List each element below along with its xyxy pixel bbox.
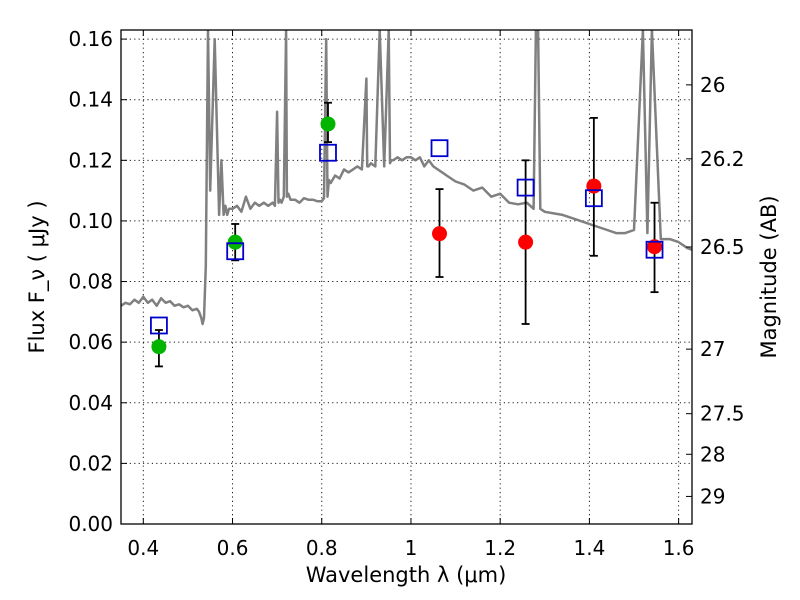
model-square-marker (226, 242, 245, 261)
plot-area (121, 30, 692, 368)
y-tick-label: 0.14 (68, 88, 113, 112)
model-square-marker (584, 189, 603, 208)
red-data-point (432, 226, 448, 242)
model-spectrum-line (121, 30, 692, 326)
x-tick-label: 1.2 (484, 536, 516, 560)
model-square-marker (430, 139, 449, 158)
x-tick-label: 0.8 (306, 536, 338, 560)
model-square-marker (516, 178, 535, 197)
x-tick-label: 1 (405, 536, 418, 560)
y-axis-label: Flux F_ν ( μJy ) (25, 200, 50, 353)
right-tick-label: 26.5 (700, 235, 745, 259)
model-square-marker (150, 316, 168, 335)
x-tick-label: 0.4 (127, 536, 159, 560)
ticks (121, 30, 692, 525)
y-tick-label: 0.06 (68, 330, 113, 354)
right-tick-label: 27.5 (700, 402, 745, 426)
y-tick-label: 0.02 (68, 451, 113, 475)
markers (150, 116, 664, 355)
x-axis-label: Wavelength λ (μm) (306, 563, 507, 587)
right-tick-label: 26.2 (700, 147, 745, 171)
tick-labels: 0.4 0.6 0.8 1 1.2 1.4 1.6 0.00 0.02 0.04 0.06 0.08 0… (68, 27, 744, 560)
model-square-marker (319, 143, 337, 162)
green-data-point (151, 339, 167, 355)
right-tick-label: 29 (700, 484, 725, 508)
green-data-point (227, 234, 243, 250)
right-tick-label: 26 (700, 73, 725, 97)
x-tick-label: 0.6 (217, 536, 249, 560)
x-tick-label: 1.6 (663, 536, 695, 560)
right-axis-label: Magnitude (AB) (757, 195, 781, 358)
green-data-point (320, 116, 336, 132)
y-tick-label: 0.12 (68, 148, 113, 172)
right-tick-label: 27 (700, 337, 725, 361)
plot-frame (120, 29, 693, 525)
y-tick-label: 0.00 (68, 512, 113, 536)
right-tick-label: 28 (700, 442, 725, 466)
red-data-point (518, 234, 534, 250)
y-tick-label: 0.04 (68, 391, 113, 415)
red-data-point (586, 178, 602, 194)
y-tick-label: 0.10 (68, 209, 113, 233)
x-tick-label: 1.4 (573, 536, 605, 560)
red-data-point (647, 239, 663, 255)
y-tick-label: 0.08 (68, 270, 113, 294)
model-square-marker (645, 240, 664, 259)
y-tick-label: 0.16 (68, 27, 113, 51)
